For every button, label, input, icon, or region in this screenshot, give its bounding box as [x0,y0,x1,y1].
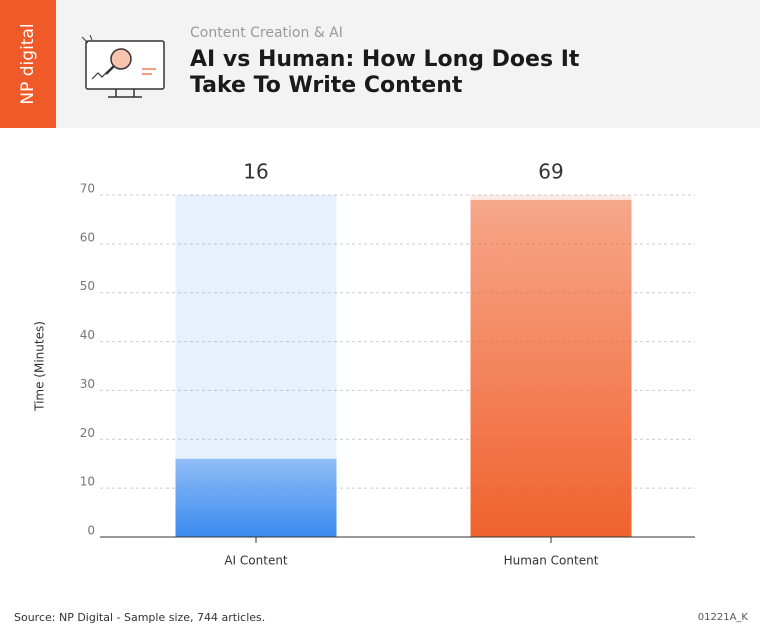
subtitle: Content Creation & AI [190,25,343,41]
y-tick-label: 50 [80,279,95,293]
y-tick-label: 30 [80,377,95,391]
value-label: 16 [243,160,268,184]
source-note: Source: NP Digital - Sample size, 744 ar… [14,611,266,624]
bar [175,458,337,537]
chart-title: AI vs Human: How Long Does It Take To Wr… [190,47,580,98]
bar [470,199,632,537]
y-tick-label: 70 [80,182,95,196]
chart: Time (Minutes) 0 10 20 30 40 50 60 70 16 AI Conte… [33,160,695,568]
y-tick-label: 20 [80,426,95,440]
header-icon [81,35,165,98]
x-tick-label: AI Content [224,554,288,568]
y-tick-label: 0 [87,524,95,538]
logo: NP digital [0,0,56,128]
figure-code: 01221A_K [697,612,748,623]
logo-text: NP digital [18,23,38,105]
y-tick-label: 40 [80,328,95,342]
header: NP digital Content Creation & AI AI vs H… [0,0,760,128]
x-tick-label: Human Content [504,554,599,568]
value-label: 69 [538,160,563,184]
y-axis-title: Time (Minutes) [33,321,47,412]
y-tick-label: 60 [80,230,95,244]
y-tick-label: 10 [80,475,95,489]
